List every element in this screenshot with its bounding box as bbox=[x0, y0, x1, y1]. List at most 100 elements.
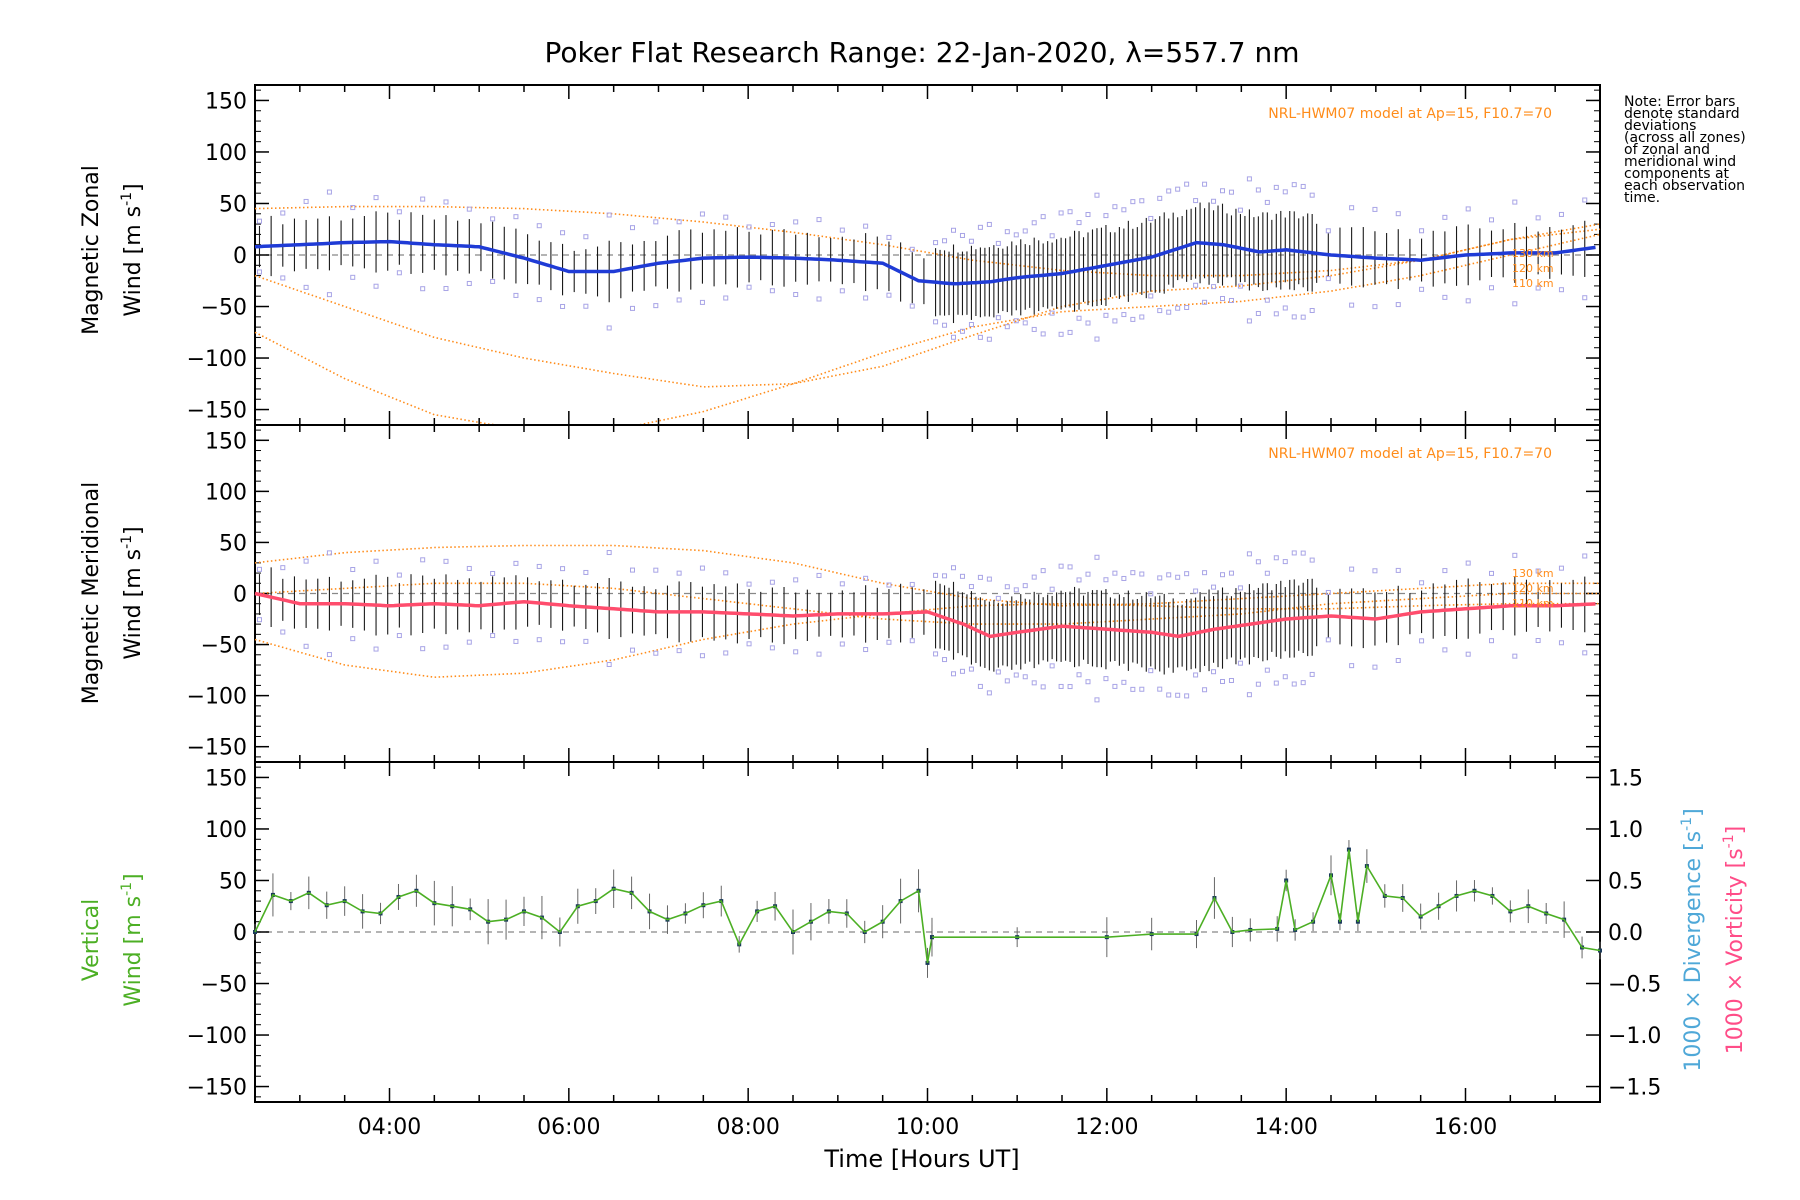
zone-marker bbox=[676, 297, 682, 303]
meridional-ylabel-sup: -1 bbox=[119, 535, 135, 549]
zone-marker bbox=[746, 284, 752, 290]
zone-marker bbox=[816, 651, 822, 657]
vertical-point bbox=[1598, 948, 1602, 953]
zone-marker bbox=[1004, 229, 1010, 235]
zone-marker bbox=[968, 666, 974, 672]
note-line: components at bbox=[1624, 166, 1730, 182]
zone-marker bbox=[1237, 283, 1243, 289]
zone-marker bbox=[986, 221, 992, 227]
zone-marker bbox=[886, 639, 892, 645]
vorticity-label-text: 1000 × Vorticity [s bbox=[1723, 848, 1748, 1054]
zone-marker bbox=[1193, 588, 1199, 594]
vertical-ylabel-sup: -1 bbox=[119, 882, 135, 896]
zone-marker bbox=[951, 334, 957, 340]
zone-marker bbox=[1264, 199, 1270, 205]
zone-marker bbox=[1076, 315, 1082, 321]
zone-marker bbox=[350, 636, 356, 642]
zone-marker bbox=[1022, 583, 1028, 589]
zone-marker bbox=[1228, 570, 1234, 576]
divergence-label: 1000 × Divergence [s-1] bbox=[1679, 808, 1706, 1071]
zone-marker bbox=[1282, 559, 1288, 565]
zone-marker bbox=[863, 647, 869, 653]
y-tick-label: −50 bbox=[201, 973, 247, 998]
zone-marker bbox=[420, 196, 426, 202]
zone-marker bbox=[1220, 678, 1226, 684]
zone-marker bbox=[280, 565, 286, 571]
zone-marker bbox=[1349, 205, 1355, 211]
zone-marker bbox=[1465, 560, 1471, 566]
zone-marker bbox=[1112, 683, 1118, 689]
zone-marker bbox=[1085, 679, 1091, 685]
zone-marker bbox=[1395, 657, 1401, 663]
zone-marker bbox=[629, 225, 635, 231]
zone-marker bbox=[1273, 184, 1279, 190]
zone-marker bbox=[653, 650, 659, 656]
y-tick-label: −150 bbox=[187, 1076, 247, 1101]
y-tick-label: −100 bbox=[187, 1024, 247, 1049]
zone-marker bbox=[490, 278, 496, 284]
zone-marker bbox=[995, 240, 1001, 246]
zone-marker bbox=[513, 292, 519, 298]
zone-marker bbox=[1175, 692, 1181, 698]
zone-marker bbox=[1121, 575, 1127, 581]
zone-marker bbox=[1148, 293, 1154, 299]
model-curve bbox=[254, 205, 1601, 277]
zone-marker bbox=[723, 295, 729, 301]
x-tick-label: 12:00 bbox=[1075, 1115, 1138, 1140]
zonal-mean-wind-line bbox=[254, 239, 1596, 286]
zone-marker bbox=[886, 582, 892, 588]
zone-marker bbox=[1121, 679, 1127, 685]
x-tick-label: 16:00 bbox=[1434, 1115, 1497, 1140]
zone-marker bbox=[443, 199, 449, 205]
zone-marker bbox=[942, 238, 948, 244]
zone-marker bbox=[1211, 284, 1217, 290]
zone-marker bbox=[1512, 301, 1518, 307]
zone-marker bbox=[1130, 570, 1136, 576]
zone-marker bbox=[583, 638, 589, 644]
zone-marker bbox=[933, 651, 939, 657]
meridional-model-note: NRL-HWM07 model at Ap=15, F10.7=70 bbox=[1268, 446, 1552, 462]
zone-marker bbox=[1013, 232, 1019, 238]
zonal-ylabel-close: ] bbox=[121, 183, 146, 192]
zone-marker bbox=[396, 572, 402, 578]
zone-marker bbox=[396, 633, 402, 639]
zone-marker bbox=[1291, 681, 1297, 687]
zone-marker bbox=[1040, 331, 1046, 337]
note-line: deviations bbox=[1624, 118, 1697, 134]
zonal-panel: 150 100 50 0 −50 −100 −150 bbox=[187, 84, 1601, 426]
zone-marker bbox=[1202, 687, 1208, 693]
zone-marker bbox=[1013, 672, 1019, 678]
zone-marker bbox=[629, 305, 635, 311]
zone-marker bbox=[1211, 584, 1217, 590]
zone-marker bbox=[1582, 197, 1588, 203]
vertical-ylabel-line2: Wind [m s-1] bbox=[119, 873, 146, 1006]
zone-marker bbox=[1184, 571, 1190, 577]
zone-marker bbox=[420, 557, 426, 563]
zone-marker bbox=[326, 652, 332, 658]
zone-marker bbox=[968, 238, 974, 244]
zone-marker bbox=[1582, 553, 1588, 559]
zonal-ylabel-text: Wind [m s bbox=[121, 206, 146, 317]
zone-marker bbox=[1220, 296, 1226, 302]
zone-marker bbox=[653, 219, 659, 225]
zone-marker bbox=[536, 297, 542, 303]
vorticity-label-close: ] bbox=[1723, 826, 1748, 835]
zone-marker bbox=[1558, 287, 1564, 293]
zone-marker bbox=[1022, 320, 1028, 326]
zone-marker bbox=[350, 205, 356, 211]
zone-marker bbox=[1085, 320, 1091, 326]
zone-marker bbox=[373, 283, 379, 289]
zone-marker bbox=[1067, 684, 1073, 690]
zone-marker bbox=[560, 303, 566, 309]
zone-marker bbox=[769, 645, 775, 651]
zone-marker bbox=[909, 246, 915, 252]
zone-marker bbox=[723, 650, 729, 656]
zone-marker bbox=[1246, 692, 1252, 698]
zone-marker bbox=[466, 280, 472, 286]
zone-marker bbox=[1022, 674, 1028, 680]
zone-marker bbox=[1237, 585, 1243, 591]
zone-marker bbox=[1175, 305, 1181, 311]
y-tick-label: −150 bbox=[187, 399, 247, 424]
zone-marker bbox=[1112, 570, 1118, 576]
